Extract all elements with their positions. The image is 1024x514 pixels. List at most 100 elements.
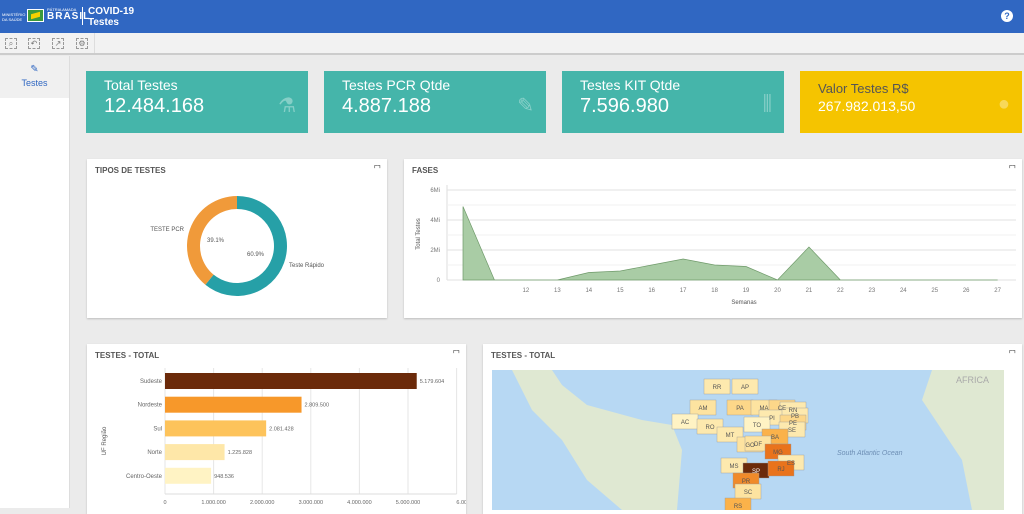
state-rr [703,378,731,395]
state-label: RR [713,385,722,391]
panel-tipos-testes: TIPOS DE TESTES ⌜⌝ TESTE PCR 39.1% 60.9% Te… [87,159,387,318]
kpi-testes-kit[interactable]: Testes KIT Qtde 7.596.980 ⫼ [562,71,784,133]
kpi-label: Total Testes [104,77,178,93]
ministry-label: MINISTÉRIO DA SAÚDE [2,12,26,22]
state-label: AC [681,420,690,426]
x-tick-label: 18 [711,288,718,294]
bar-centro-oeste [165,467,212,484]
test-tube-icon: ✎ [517,95,534,117]
bar-nordeste [165,396,302,413]
fullscreen-icon[interactable]: ⌜⌝ [373,164,382,174]
state-label: BA [771,435,779,441]
data-label: 2.081.428 [269,426,293,432]
x-tick-label: 23 [869,288,876,294]
x-tick-label: 13 [554,288,561,294]
state-rs [724,497,752,510]
y-tick-label: 4Mi [430,218,440,224]
choropleth-map[interactable]: AFRICA South Atlantic Ocean RR AP AM PA MA CE… [492,370,1004,510]
x-tick-label: 1.000.000 [201,500,225,506]
slice-label: 39.1% [207,238,225,244]
category-label: Norte [147,450,162,456]
kpi-valor-testes[interactable]: Valor Testes R$ 267.982.013,50 ● [800,71,1022,133]
category-label: Sul [153,426,162,432]
fullscreen-icon[interactable]: ⌜⌝ [452,349,461,359]
state-label: ES [787,461,795,467]
state-label: RS [734,504,742,510]
brand-name: BRASIL [47,11,91,22]
kpi-value: 4.887.188 [342,95,431,117]
kpi-value: 7.596.980 [580,95,669,117]
x-tick-label: 24 [900,288,907,294]
category-label: Centro-Oeste [126,474,163,480]
category-label: Nordeste [138,403,163,409]
fullscreen-icon[interactable]: ⌜⌝ [1008,164,1017,174]
panel-testes-regiao: TESTES - TOTAL ⌜⌝ Sudeste 5.179.604 Nordes… [87,344,466,514]
x-tick-label: 12 [523,288,530,294]
state-label: PB [791,414,799,420]
panel-testes-mapa: TESTES - TOTAL ⌜⌝ AFRICA South Atlantic … [483,344,1022,514]
slice-label: 60.9% [247,252,265,258]
data-label: 2.809.500 [305,403,329,409]
state-label: PA [736,406,744,412]
x-tick-label: 3.000.000 [299,500,323,506]
bar-chart: Sudeste 5.179.604 Nordeste 2.809.500 Sul 2.08… [102,368,466,506]
x-tick-label: 20 [774,288,781,294]
panel-title: TESTES - TOTAL [491,351,556,360]
y-tick-label: 6Mi [430,188,440,194]
settings-icon[interactable]: ⚙ [76,38,88,49]
state-label: MS [730,464,739,470]
panel-title: TESTES - TOTAL [95,351,160,360]
sidebar-item-label: Testes [21,78,48,88]
area-series [462,206,998,281]
x-tick-label: 25 [931,288,938,294]
state-label: MA [760,406,769,412]
app-title: COVID-19 [88,6,135,17]
kpi-label: Testes KIT Qtde [580,77,681,93]
zoom-icon[interactable]: ⌕ [5,38,17,49]
kpi-total-testes[interactable]: Total Testes 12.484.168 ⚗ [86,71,308,133]
area-chart: 0 2Mi 4Mi 6Mi 12 13 14 15 16 17 18 19 20 21 22 23 24 25 26… [416,185,1016,306]
brand-top: PÁTRIA AMADA [47,7,77,12]
africa-land [922,370,1004,510]
x-tick-label: 6.000.000 [456,500,466,506]
state-label: SP [752,469,760,475]
state-am [689,399,717,416]
back-icon[interactable]: ↶ [28,38,40,49]
panel-fases: FASES ⌜⌝ 0 2Mi 4Mi 6Mi 12 13 14 15 16 17 18 19 20 21 2… [404,159,1022,318]
donut-slice [187,196,237,285]
x-tick-label: 17 [680,288,687,294]
share-icon[interactable]: ↗ [52,38,64,49]
x-tick-label: 5.000.000 [396,500,420,506]
state-label: SE [788,428,796,434]
bar-norte [165,444,225,461]
bar-sudeste [165,373,417,389]
brasil-logo [27,9,44,22]
state-label: RJ [777,467,784,473]
panel-title: FASES [412,166,439,175]
state-label: RN [789,408,798,414]
y-tick-label: 0 [437,278,441,284]
lab-icon: ⚗ [278,95,296,117]
x-tick-label: 2.000.000 [250,500,274,506]
state-ro [696,418,724,435]
test-tubes-icon: ⫼ [762,93,772,115]
donut-chart: TESTE PCR 39.1% 60.9% Teste Rápido [150,196,325,296]
state-label: MT [726,433,735,439]
state-label: SC [744,490,753,496]
state-rj [767,460,795,477]
state-label: GO [745,443,755,449]
state-label: AM [699,406,708,412]
data-label: 1.225.828 [228,450,252,456]
kpi-label: Testes PCR Qtde [342,77,451,93]
sidebar-item-testes[interactable]: ✎ Testes [0,56,69,98]
fullscreen-icon[interactable]: ⌜⌝ [1008,349,1017,359]
x-tick-label: 0 [163,500,166,506]
state-label: DF [754,442,762,448]
ocean-label: South Atlantic Ocean [837,450,903,457]
x-tick-label: 27 [994,288,1001,294]
x-tick-label: 15 [617,288,624,294]
test-tube-icon: ✎ [30,64,39,75]
question-circle-icon[interactable]: ? [1001,10,1013,22]
kpi-testes-pcr[interactable]: Testes PCR Qtde 4.887.188 ✎ [324,71,546,133]
app-subtitle: Testes [88,17,119,28]
